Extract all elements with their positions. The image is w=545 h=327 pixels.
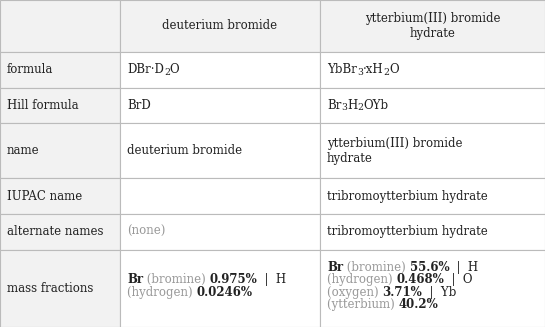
Bar	[320, 88, 545, 124]
Text: ·xH: ·xH	[363, 63, 383, 76]
Text: deuterium bromide: deuterium bromide	[127, 144, 242, 157]
Text: (bromine): (bromine)	[143, 273, 210, 286]
Text: tribromoytterbium hydrate: tribromoytterbium hydrate	[327, 190, 488, 202]
Bar	[120, 178, 320, 214]
Text: alternate names: alternate names	[7, 225, 104, 238]
Text: 2: 2	[383, 68, 389, 77]
Bar	[320, 124, 545, 178]
Text: 3: 3	[357, 68, 363, 77]
Text: Br: Br	[327, 261, 343, 274]
Text: YbBr: YbBr	[327, 63, 357, 76]
Text: (ytterbium): (ytterbium)	[327, 298, 398, 311]
Text: BrD: BrD	[127, 99, 151, 112]
Text: 3.71%: 3.71%	[383, 285, 422, 299]
Text: 0.468%: 0.468%	[396, 273, 444, 286]
Bar	[0, 124, 120, 178]
Bar	[320, 0, 545, 52]
Bar	[120, 124, 320, 178]
Text: 55.6%: 55.6%	[410, 261, 449, 274]
Bar	[120, 214, 320, 250]
Text: OYb: OYb	[364, 99, 389, 112]
Text: 40.2%: 40.2%	[398, 298, 438, 311]
Text: Hill formula: Hill formula	[7, 99, 78, 112]
Text: O: O	[389, 63, 399, 76]
Text: name: name	[7, 144, 40, 157]
Text: formula: formula	[7, 63, 53, 76]
Bar	[320, 52, 545, 88]
Text: tribromoytterbium hydrate: tribromoytterbium hydrate	[327, 225, 488, 238]
Text: |  H: | H	[449, 261, 479, 274]
Text: |  O: | O	[444, 273, 473, 286]
Text: IUPAC name: IUPAC name	[7, 190, 82, 202]
Text: ytterbium(III) bromide
hydrate: ytterbium(III) bromide hydrate	[327, 137, 463, 165]
Text: 2: 2	[358, 103, 364, 112]
Bar	[320, 178, 545, 214]
Text: (none): (none)	[127, 225, 165, 238]
Text: DBr·D: DBr·D	[127, 63, 164, 76]
Bar	[0, 52, 120, 88]
Text: H: H	[347, 99, 358, 112]
Bar	[120, 52, 320, 88]
Bar	[320, 250, 545, 327]
Text: Br: Br	[127, 273, 143, 286]
Text: 3: 3	[341, 103, 347, 112]
Bar	[0, 250, 120, 327]
Bar	[320, 214, 545, 250]
Bar	[0, 88, 120, 124]
Bar	[0, 178, 120, 214]
Text: (hydrogen): (hydrogen)	[327, 273, 396, 286]
Text: 2: 2	[164, 68, 170, 77]
Text: |  Yb: | Yb	[422, 285, 457, 299]
Text: O: O	[170, 63, 179, 76]
Bar	[120, 250, 320, 327]
Text: mass fractions: mass fractions	[7, 282, 93, 295]
Text: |  H: | H	[257, 273, 287, 286]
Text: Br: Br	[327, 99, 341, 112]
Text: 0.975%: 0.975%	[210, 273, 257, 286]
Bar	[0, 0, 120, 52]
Text: 0.0246%: 0.0246%	[196, 285, 252, 299]
Bar	[120, 0, 320, 52]
Text: (hydrogen): (hydrogen)	[127, 285, 196, 299]
Bar	[120, 88, 320, 124]
Text: (bromine): (bromine)	[343, 261, 410, 274]
Text: ytterbium(III) bromide
hydrate: ytterbium(III) bromide hydrate	[365, 12, 500, 40]
Bar	[0, 214, 120, 250]
Text: deuterium bromide: deuterium bromide	[162, 19, 277, 32]
Text: (oxygen): (oxygen)	[327, 285, 383, 299]
